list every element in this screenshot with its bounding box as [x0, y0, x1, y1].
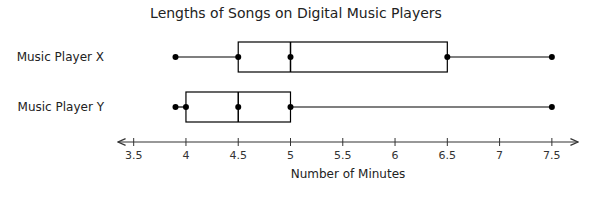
- tick: [185, 138, 186, 146]
- chart: Lengths of Songs on Digital Music Player…: [0, 0, 592, 198]
- point-median: [288, 54, 294, 60]
- tick-label: 5: [287, 149, 294, 162]
- category-label: Music Player Y: [18, 100, 105, 114]
- plot-area: [173, 42, 555, 122]
- point-min: [173, 104, 179, 110]
- tick: [395, 138, 396, 146]
- point-q1: [183, 104, 189, 110]
- box: [238, 42, 447, 72]
- tick: [551, 138, 552, 146]
- point-min: [173, 54, 179, 60]
- tick: [447, 138, 448, 146]
- tick: [133, 138, 134, 146]
- tick-label: 6: [392, 149, 399, 162]
- point-q1: [235, 54, 241, 60]
- tick-label: 3.5: [125, 149, 143, 162]
- tick-label: 7.5: [543, 149, 561, 162]
- tick: [238, 138, 239, 146]
- category-label: Music Player X: [17, 50, 104, 64]
- tick: [342, 138, 343, 146]
- whisker: [176, 56, 239, 57]
- point-q3: [444, 54, 450, 60]
- tick: [499, 138, 500, 146]
- point-max: [549, 104, 555, 110]
- point-median: [235, 104, 241, 110]
- box: [186, 92, 291, 122]
- axis-line: [118, 141, 578, 142]
- tick-label: 5.5: [334, 149, 352, 162]
- point-q3: [288, 104, 294, 110]
- point-max: [549, 54, 555, 60]
- x-axis-label: Number of Minutes: [291, 167, 406, 181]
- title: Lengths of Songs on Digital Music Player…: [150, 5, 442, 21]
- tick-label: 4: [182, 149, 189, 162]
- tick: [290, 138, 291, 146]
- whisker: [291, 106, 552, 107]
- tick-label: 7: [496, 149, 503, 162]
- whisker: [447, 56, 552, 57]
- tick-label: 4.5: [229, 149, 247, 162]
- tick-label: 6.5: [439, 149, 457, 162]
